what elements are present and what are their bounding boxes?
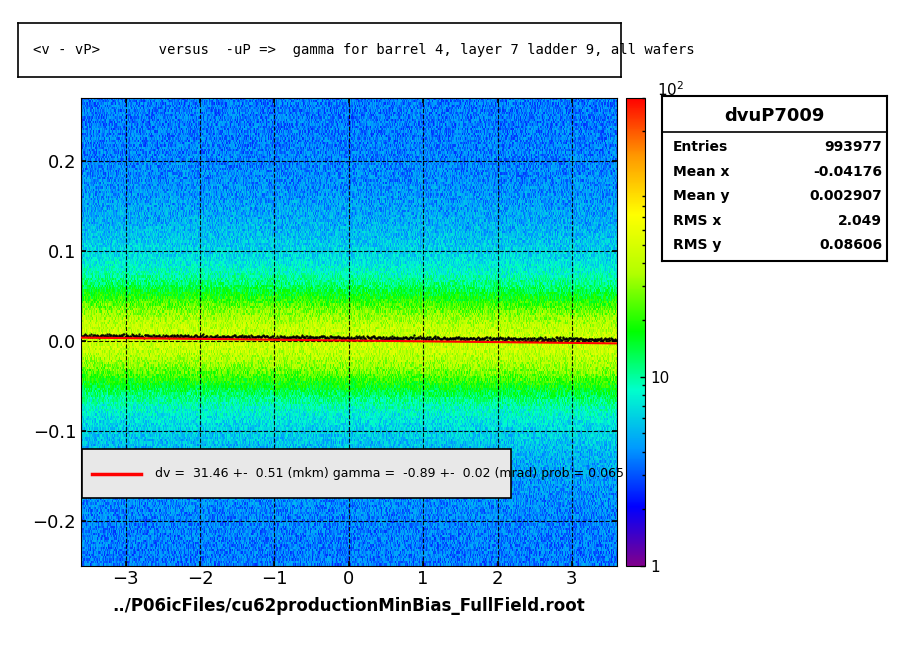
- Text: dv =  31.46 +-  0.51 (mkm) gamma =  -0.89 +-  0.02 (mrad) prob = 0.065: dv = 31.46 +- 0.51 (mkm) gamma = -0.89 +…: [156, 467, 625, 480]
- Text: Mean y: Mean y: [673, 189, 729, 203]
- FancyBboxPatch shape: [83, 449, 511, 499]
- Text: 2.049: 2.049: [838, 214, 882, 228]
- Text: Entries: Entries: [673, 140, 728, 154]
- Text: 10$^2$: 10$^2$: [657, 81, 684, 99]
- Text: <v - vP>       versus  -uP =>  gamma for barrel 4, layer 7 ladder 9, all wafers: <v - vP> versus -uP => gamma for barrel …: [33, 43, 695, 57]
- Text: RMS x: RMS x: [673, 214, 721, 228]
- X-axis label: ../P06icFiles/cu62productionMinBias_FullField.root: ../P06icFiles/cu62productionMinBias_Full…: [112, 597, 585, 615]
- Text: dvuP7009: dvuP7009: [724, 107, 824, 125]
- Text: Mean x: Mean x: [673, 165, 729, 179]
- Text: -0.04176: -0.04176: [813, 165, 882, 179]
- Text: 0.08606: 0.08606: [819, 239, 882, 252]
- Text: 0.002907: 0.002907: [809, 189, 882, 203]
- Text: 993977: 993977: [824, 140, 882, 154]
- Text: RMS y: RMS y: [673, 239, 721, 252]
